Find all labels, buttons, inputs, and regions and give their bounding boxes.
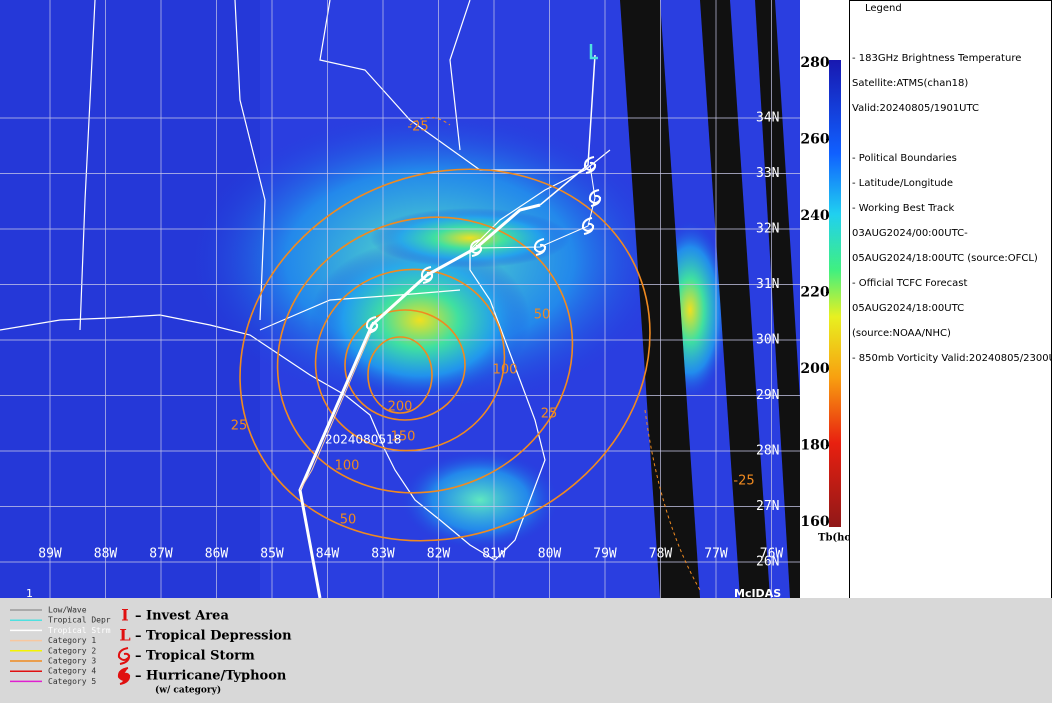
key-line-label: Category 2 <box>48 646 96 655</box>
key-storm-icon <box>117 667 131 685</box>
key-line-label: Category 1 <box>48 636 96 645</box>
latitude-label: 32N <box>756 222 779 237</box>
colorbar-tick-label: 260 <box>800 132 829 148</box>
best-track <box>298 54 596 599</box>
key-line-label: Category 5 <box>48 677 96 686</box>
contour-label: 25 <box>231 419 248 434</box>
legend-title: Legend <box>865 3 902 14</box>
contour-label: -25 <box>733 474 754 489</box>
swath-gaps <box>620 0 800 598</box>
longitude-label: 85W <box>260 547 284 562</box>
key-line-label: Category 3 <box>48 657 96 666</box>
legend-line: Satellite:ATMS(chan18) <box>852 78 968 89</box>
convection <box>310 240 530 400</box>
storm-symbol <box>581 217 595 235</box>
convection <box>370 208 570 268</box>
key-symbol-label: – Tropical Depression <box>135 629 292 644</box>
longitude-label: 77W <box>704 547 728 562</box>
latitude-label: 34N <box>756 111 779 126</box>
legend-line: - Working Best Track <box>852 203 954 214</box>
latitude-label: 31N <box>756 277 779 292</box>
legend-panel <box>849 0 1052 599</box>
legend-line: - Official TCFC Forecast <box>852 278 967 289</box>
latitude-label: 30N <box>756 333 779 348</box>
latitude-label: 28N <box>756 444 779 459</box>
colorbar-tick-label: 200 <box>800 361 829 377</box>
longitude-label: 89W <box>38 547 62 562</box>
legend-line: - 183GHz Brightness Temperature <box>852 53 1021 64</box>
frame-number: 1 <box>26 587 33 600</box>
cloud-band <box>400 450 560 550</box>
key-storm-icon <box>117 647 131 665</box>
vorticity-contours <box>239 117 701 591</box>
key-line-label: Category 4 <box>48 667 96 676</box>
colorbar-tick-label: 160 <box>800 514 829 530</box>
track-timestamp: 2024080518 <box>325 433 401 447</box>
latitude-label: 29N <box>756 388 779 403</box>
colorbar-tick-label: 280 <box>800 55 829 71</box>
longitude-label: 87W <box>149 547 173 562</box>
colorbar-tick-label: 180 <box>800 438 829 454</box>
legend-line: 03AUG2024/00:00UTC- <box>852 228 968 239</box>
legend: Legend - 183GHz Brightness Temperature Sat… <box>852 3 1052 364</box>
lat-lon-grid <box>0 0 800 598</box>
key-symbol-note: (w/ category) <box>155 685 221 696</box>
contour-label: 50 <box>534 308 551 323</box>
contour-label: 25 <box>541 407 558 422</box>
contour-label: 100 <box>493 363 518 378</box>
legend-line: - Political Boundaries <box>852 153 957 164</box>
longitude-label: 79W <box>593 547 617 562</box>
storm-symbol <box>533 238 547 256</box>
storm-symbol <box>583 156 597 174</box>
colorbar <box>829 60 841 527</box>
key-line-label: Tropical Strm <box>48 626 111 635</box>
longitude-label: 84W <box>316 547 340 562</box>
legend-line: Valid:20240805/1901UTC <box>852 103 979 114</box>
map-labels: 34N 33N 32N 31N 30N 29N 28N 27N 26N 89W 88W 87W 86W 8… <box>26 111 822 601</box>
key-symbol-label: – Tropical Storm <box>135 649 255 664</box>
colorbar-tick-label: 240 <box>800 208 829 224</box>
legend-line: (source:NOAA/NHC) <box>852 328 951 339</box>
storm-symbol <box>365 316 379 334</box>
longitude-label: 76W <box>760 547 784 562</box>
latitude-label: 26N <box>756 555 779 570</box>
legend-line: 05AUG2024/18:00UTC <box>852 303 964 314</box>
latitude-label: 27N <box>756 499 779 514</box>
colorbar-unit: Tb(horz) <box>818 533 867 544</box>
track-key-panel <box>0 598 1052 699</box>
longitude-label: 83W <box>371 547 395 562</box>
contour-label: 150 <box>391 430 416 445</box>
legend-line: - 850mb Vorticity Valid:20240805/2300UTC <box>852 353 1052 364</box>
contour-label: -25 <box>407 120 428 135</box>
contour-label: 100 <box>335 459 360 474</box>
storm-symbol <box>420 266 434 284</box>
storm-symbol <box>469 239 483 257</box>
key-line-label: Low/Wave <box>48 606 87 615</box>
key-symbol: L <box>119 626 130 645</box>
legend-line: - Latitude/Longitude <box>852 178 953 189</box>
longitude-label: 86W <box>205 547 229 562</box>
longitude-label: 80W <box>538 547 562 562</box>
depression-symbol <box>589 44 598 60</box>
software-label: McIDAS <box>734 587 781 600</box>
storm-symbols <box>365 156 602 334</box>
latitude-label: 33N <box>756 166 779 181</box>
key-line-label: Tropical Depr <box>48 616 111 625</box>
legend-line: 05AUG2024/18:00UTC (source:OFCL) <box>852 253 1038 264</box>
contour-label: 200 <box>388 400 413 415</box>
longitude-label: 82W <box>427 547 451 562</box>
colorbar-ticks: 280 260 240 220 200 180 160 <box>800 55 829 530</box>
longitude-label: 78W <box>649 547 673 562</box>
key-symbol-label: – Invest Area <box>135 609 229 624</box>
contour-label: 50 <box>340 513 357 528</box>
colorbar-tick-label: 220 <box>800 285 829 301</box>
coastline <box>0 0 611 561</box>
longitude-label: 81W <box>482 547 506 562</box>
key-symbol-label: – Hurricane/Typhoon <box>135 669 287 684</box>
storm-symbol <box>588 189 602 207</box>
key-symbol: I <box>121 606 128 625</box>
longitude-label: 88W <box>94 547 118 562</box>
